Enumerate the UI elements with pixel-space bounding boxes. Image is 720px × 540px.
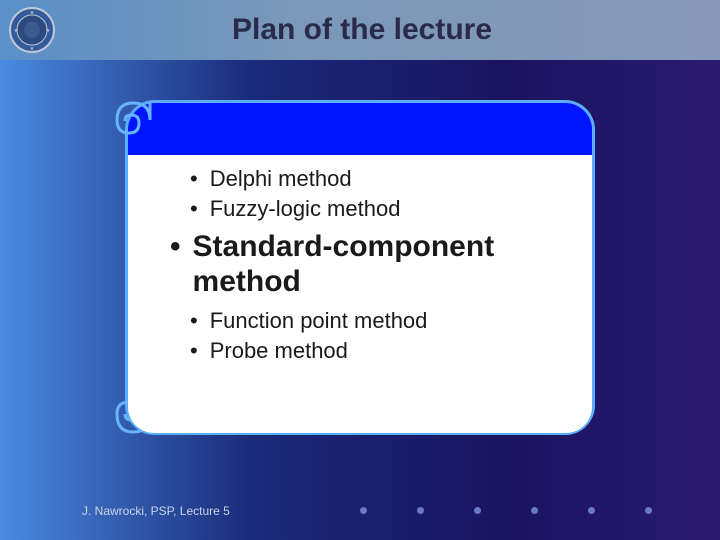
bullet-text: Fuzzy-logic method [210,195,401,223]
svg-text:★: ★ [14,28,19,34]
svg-text:★: ★ [30,10,35,16]
bullet-dot-icon: • [190,307,198,335]
scroll-panel: • Delphi method • Fuzzy-logic method • S… [95,100,620,435]
svg-text:★: ★ [46,28,51,34]
bullet-text: Probe method [210,337,348,365]
bullet-dot-icon: • [170,230,181,265]
header-bar: ★ ★ ★ ★ Plan of the lecture [0,0,720,60]
bullet-text: Delphi method [210,165,352,193]
bullet-item: • Delphi method [148,165,572,193]
dot-icon [531,507,538,514]
page-title: Plan of the lecture [64,13,720,47]
bullet-dot-icon: • [190,337,198,365]
dot-icon [588,507,595,514]
bullet-item: • Fuzzy-logic method [148,195,572,223]
dot-icon [474,507,481,514]
decorative-dots [360,507,652,514]
dot-icon [417,507,424,514]
bullet-text: Function point method [210,307,428,335]
dot-icon [360,507,367,514]
bullet-text: Standard-component method [193,230,572,299]
bullet-item: • Function point method [148,307,572,335]
institution-logo: ★ ★ ★ ★ [8,6,56,54]
scroll-content: • Delphi method • Fuzzy-logic method • S… [128,155,592,433]
scroll-curl-top-icon [95,98,155,143]
bullet-item-highlighted: • Standard-component method [148,230,572,299]
bullet-dot-icon: • [190,165,198,193]
bullet-item: • Probe method [148,337,572,365]
bullet-dot-icon: • [190,195,198,223]
dot-icon [645,507,652,514]
svg-text:★: ★ [30,46,35,52]
footer-text: J. Nawrocki, PSP, Lecture 5 [82,504,230,518]
